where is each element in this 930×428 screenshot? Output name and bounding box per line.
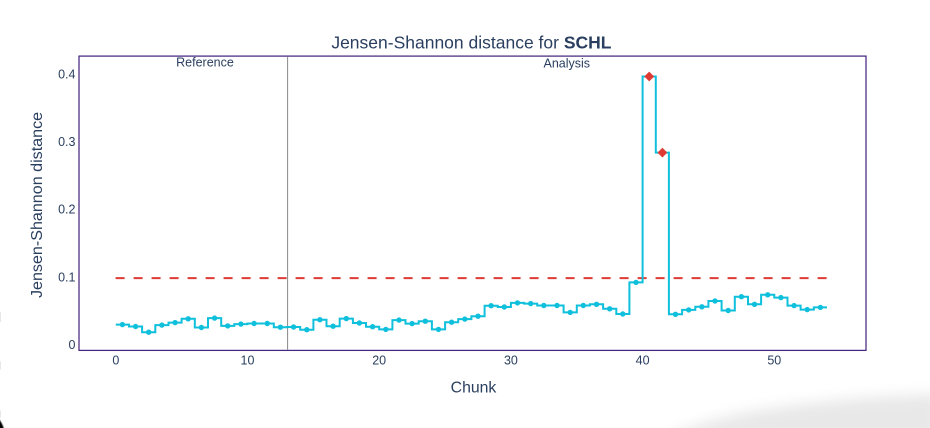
svg-text:Reference: Reference — [176, 56, 234, 70]
svg-text:20: 20 — [372, 353, 386, 367]
svg-text:0.3: 0.3 — [58, 135, 75, 149]
svg-text:Analysis: Analysis — [544, 56, 591, 70]
svg-text:30: 30 — [504, 353, 518, 367]
svg-text:50: 50 — [767, 353, 781, 367]
svg-text:Jensen-Shannon distance: Jensen-Shannon distance — [28, 112, 46, 298]
svg-text:40: 40 — [636, 353, 650, 367]
svg-text:0: 0 — [69, 338, 76, 352]
svg-text:Chunk: Chunk — [451, 380, 497, 397]
svg-text:0: 0 — [112, 353, 119, 367]
svg-text:Jensen-Shannon distance for SC: Jensen-Shannon distance for SCHL — [331, 32, 611, 52]
svg-text:0.2: 0.2 — [58, 203, 75, 217]
svg-text:10: 10 — [241, 353, 255, 367]
svg-text:0.4: 0.4 — [58, 67, 75, 81]
svg-text:0.1: 0.1 — [58, 270, 75, 284]
